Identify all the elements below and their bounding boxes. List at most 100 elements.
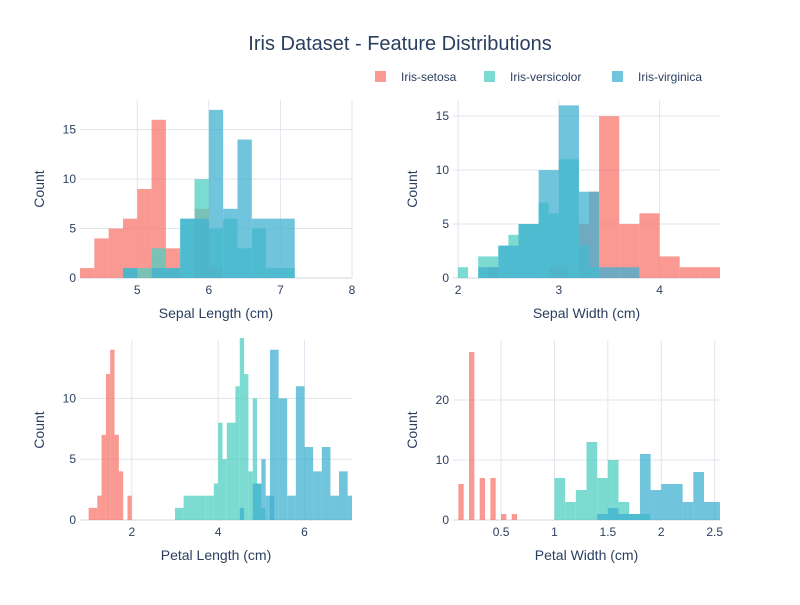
x-tick-labels: 0.5 1 1.5 2 2.5 <box>493 525 724 539</box>
histogram-bar <box>114 434 119 520</box>
histogram-bar <box>699 267 720 278</box>
histogram-bar <box>194 218 209 278</box>
histogram-bar <box>321 447 331 520</box>
histogram-bar <box>239 338 245 520</box>
histogram-bar <box>269 349 279 520</box>
histogram-bar <box>252 483 262 520</box>
histogram-bar <box>659 256 680 278</box>
histogram-bar <box>122 268 138 278</box>
histogram-bar <box>501 514 507 520</box>
histogram-bar <box>554 478 566 520</box>
histogram-bar <box>599 267 620 278</box>
histogram-bar <box>693 472 704 520</box>
histogram-bar <box>244 374 249 520</box>
legend-item-2[interactable]: Iris-virginica <box>612 70 702 84</box>
histogram-bar <box>137 268 152 278</box>
histogram-bar <box>629 514 640 520</box>
histogram-bar <box>122 218 138 278</box>
histogram-bar <box>469 352 475 520</box>
y-tick-label: 5 <box>442 217 449 231</box>
histogram-bar <box>218 422 223 520</box>
histogram-bar <box>151 119 166 278</box>
histogram-bar <box>88 507 93 520</box>
legend-swatch <box>375 71 386 82</box>
legend-swatch <box>484 71 495 82</box>
series-iris-versicolor <box>174 338 266 520</box>
y-tick-labels: 0 5 10 15 <box>436 109 450 285</box>
histogram-bar <box>239 507 245 520</box>
histogram-bar <box>92 507 98 520</box>
x-tick-labels: 2 4 6 <box>128 525 308 539</box>
x-tick-label: 5 <box>134 283 141 297</box>
x-tick-label: 6 <box>205 283 212 297</box>
histogram-bar <box>280 218 295 278</box>
histogram-bar <box>180 218 195 278</box>
x-tick-label: 0.5 <box>493 525 510 539</box>
y-axis-title: Count <box>31 411 47 448</box>
y-axis-title: Count <box>31 170 47 207</box>
legend-label: Iris-setosa <box>401 70 457 84</box>
histogram-bar <box>607 460 619 520</box>
histogram-bar <box>703 502 720 520</box>
histogram-bar <box>619 267 640 278</box>
bars <box>458 105 720 278</box>
histogram-bar <box>458 267 469 278</box>
y-tick-label: 0 <box>442 513 449 527</box>
histogram-bar <box>165 268 181 278</box>
series-iris-setosa <box>88 349 132 520</box>
histogram-bar <box>108 228 123 278</box>
series-iris-virginica <box>597 454 720 520</box>
y-tick-labels: 0 5 10 <box>63 391 77 527</box>
legend-item-1[interactable]: Iris-versicolor <box>484 70 581 84</box>
histogram-bar <box>498 245 519 278</box>
y-tick-label: 10 <box>63 391 77 405</box>
histogram-bar <box>196 495 206 520</box>
x-axis-title: Sepal Length (cm) <box>159 305 273 321</box>
histogram-bar <box>110 349 115 520</box>
histogram-bar <box>347 495 352 520</box>
x-tick-label: 7 <box>277 283 284 297</box>
histogram-bar <box>137 189 152 278</box>
legend-swatch <box>612 71 623 82</box>
x-tick-label: 4 <box>215 525 222 539</box>
subplot-3: 2 4 6 0 5 10 Petal Length (cm) Count <box>31 338 352 563</box>
y-tick-label: 0 <box>442 271 449 285</box>
histogram-bar <box>618 514 630 520</box>
x-axis-title: Petal Width (cm) <box>535 547 638 563</box>
histogram-bar <box>478 267 499 278</box>
histogram-bar <box>650 490 662 520</box>
x-tick-label: 3 <box>555 283 562 297</box>
y-tick-labels: 0 10 20 <box>436 393 450 527</box>
series-iris-versicolor <box>554 442 651 520</box>
histogram-bar <box>575 490 587 520</box>
x-tick-labels: 5 6 7 8 <box>134 283 356 297</box>
subplot-1: 5 6 7 8 0 5 10 15 Sepal Length (cm) Count <box>31 100 356 321</box>
x-tick-label: 2.5 <box>706 525 723 539</box>
histogram-bar <box>251 218 267 278</box>
histogram-bar <box>682 502 694 520</box>
histogram-bar <box>339 471 348 520</box>
series-iris-setosa <box>80 119 224 278</box>
histogram-bar <box>101 434 106 520</box>
chart-title: Iris Dataset - Feature Distributions <box>248 33 551 55</box>
histogram-bar <box>97 495 102 520</box>
histogram-bar <box>183 495 197 520</box>
histogram-bar <box>679 267 700 278</box>
x-tick-label: 2 <box>658 525 665 539</box>
legend-item-0[interactable]: Iris-setosa <box>375 70 457 84</box>
histogram-bar <box>252 398 258 520</box>
histogram-bar <box>330 495 340 520</box>
histogram-bar <box>607 508 619 520</box>
x-axis-title: Sepal Width (cm) <box>533 305 640 321</box>
histogram-bar <box>490 478 496 520</box>
histogram-bar <box>287 495 296 520</box>
histogram-bar <box>586 442 598 520</box>
histogram-bar <box>639 213 660 278</box>
series-iris-virginica <box>122 109 295 278</box>
series-iris-setosa <box>458 352 518 520</box>
histogram-bar <box>223 208 238 278</box>
y-axis-title: Count <box>404 411 420 448</box>
